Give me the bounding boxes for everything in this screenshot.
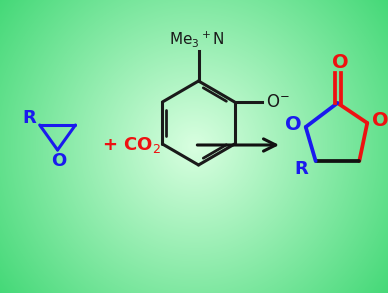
Text: + CO$_2$: + CO$_2$	[102, 135, 160, 155]
Text: Me$_3$$^+$N: Me$_3$$^+$N	[169, 29, 224, 49]
Text: R: R	[22, 109, 35, 127]
Text: O$^{-}$: O$^{-}$	[266, 93, 290, 111]
Text: O: O	[372, 112, 388, 130]
Text: O: O	[332, 52, 349, 71]
Text: O: O	[284, 115, 301, 134]
Text: O: O	[51, 152, 66, 170]
Text: R: R	[294, 160, 308, 178]
